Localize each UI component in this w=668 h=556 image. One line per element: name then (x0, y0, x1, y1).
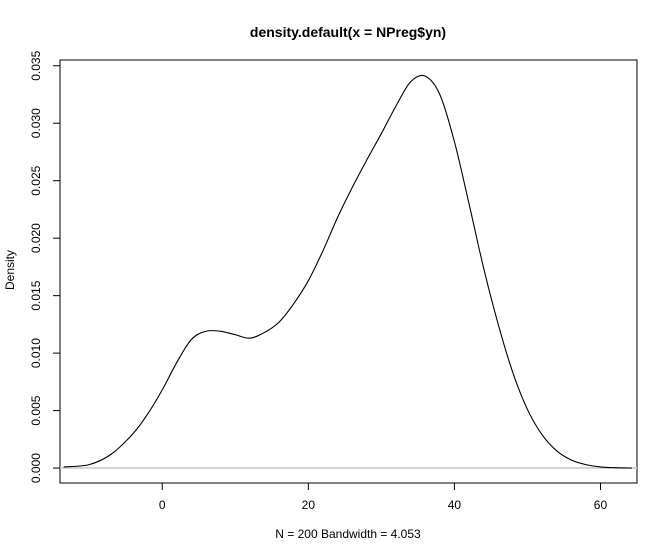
axis-ticks: 0 20 40 60 0.000 0.005 0.010 0.015 0.020 0.025 0.0… (29, 50, 607, 512)
x-tick-label: 0 (159, 498, 166, 512)
x-axis-label: N = 200 Bandwidth = 4.053 (275, 527, 421, 541)
y-axis-label: Density (3, 250, 17, 290)
y-tick-label: 0.020 (29, 223, 43, 253)
y-tick-label: 0.030 (29, 108, 43, 138)
plot-frame (59, 59, 638, 484)
plot-marks (60, 74, 637, 469)
x-tick-label: 20 (302, 498, 316, 512)
density-line (63, 74, 632, 469)
x-tick-label: 40 (448, 498, 462, 512)
y-tick-label: 0.005 (29, 395, 43, 425)
y-tick-label: 0.010 (29, 338, 43, 368)
y-tick-label: 0.035 (29, 50, 43, 80)
x-tick-label: 60 (594, 498, 608, 512)
y-tick-label: 0.000 (29, 453, 43, 483)
y-tick-label: 0.025 (29, 165, 43, 195)
y-tick-label: 0.015 (29, 280, 43, 310)
chart-title: density.default(x = NPreg$yn) (250, 24, 446, 40)
